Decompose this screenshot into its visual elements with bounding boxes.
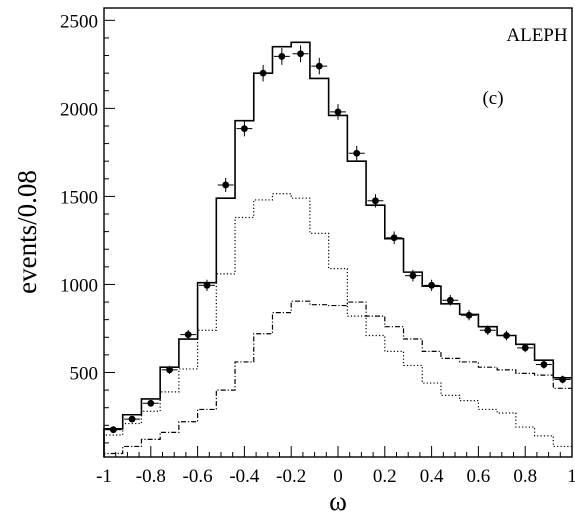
x-tick-label: 0.2 <box>373 466 397 487</box>
data-point-marker <box>484 326 492 334</box>
solid-histogram-line <box>103 41 572 457</box>
data-point-marker <box>428 281 435 289</box>
y-tick-label: 2000 <box>60 99 98 120</box>
x-axis: -1 -0.8 -0.6 -0.4 -0.2 0 0.2 0.4 0.6 0.8 1 <box>96 446 575 487</box>
data-point-marker <box>334 108 342 116</box>
y-axis-title: events/0.08 <box>12 170 42 294</box>
data-point-marker <box>465 311 473 319</box>
plot-frame <box>103 7 573 458</box>
data-point <box>180 329 197 340</box>
x-tick-label: -0.8 <box>136 466 166 487</box>
data-point <box>423 279 440 291</box>
x-tick-label: -0.2 <box>276 466 306 487</box>
data-points-layer <box>105 45 571 434</box>
data-point <box>442 295 459 306</box>
data-point <box>461 310 477 321</box>
data-point-marker <box>315 62 323 70</box>
data-point-marker <box>128 415 136 423</box>
data-point-marker <box>446 296 454 304</box>
data-point <box>386 231 403 245</box>
data-point-marker <box>559 376 567 383</box>
data-point <box>311 57 328 75</box>
x-tick-label: -0.6 <box>183 466 213 487</box>
data-point <box>199 279 215 291</box>
data-point-marker <box>297 50 304 58</box>
data-point-marker <box>409 272 417 280</box>
x-tick-label: 1 <box>567 466 575 487</box>
data-point <box>217 177 234 193</box>
data-point <box>105 426 122 434</box>
data-point <box>236 120 253 137</box>
data-point <box>292 45 309 63</box>
x-axis-title: ω <box>329 486 347 516</box>
data-point <box>404 269 421 282</box>
y-tick-label: 2500 <box>60 11 98 32</box>
data-point <box>124 415 141 423</box>
data-point-marker <box>241 125 248 133</box>
data-point-marker <box>540 361 548 368</box>
data-point-marker <box>147 399 155 407</box>
data-point <box>554 375 571 384</box>
x-tick-label: 0.8 <box>513 466 537 487</box>
data-point <box>330 103 346 120</box>
data-point-marker <box>222 181 230 189</box>
data-point <box>255 64 272 82</box>
data-point-marker <box>278 53 286 60</box>
data-point-marker <box>166 366 173 374</box>
y-tick-label: 1000 <box>60 275 98 296</box>
x-tick-label: -0.4 <box>229 466 260 487</box>
data-point-marker <box>259 69 267 77</box>
data-point-marker <box>372 197 379 205</box>
y-axis: 500 1000 1500 2000 2500 <box>60 11 115 444</box>
data-point <box>367 194 384 208</box>
annotation-experiment: ALEPH <box>506 25 568 46</box>
data-point <box>498 330 515 341</box>
data-point <box>161 365 178 374</box>
dotted-histogram-line <box>103 193 572 457</box>
x-tick-label: 0.4 <box>420 466 444 487</box>
data-point-marker <box>353 149 361 157</box>
x-tick-label: 0 <box>333 466 343 487</box>
data-point <box>273 47 290 65</box>
data-point-marker <box>184 331 192 339</box>
data-point <box>535 360 552 369</box>
x-tick-label: 0.6 <box>467 466 491 487</box>
data-point <box>479 325 496 335</box>
x-tick-label: -1 <box>96 466 112 487</box>
data-point <box>142 399 159 407</box>
dashdot-histogram-line <box>103 300 572 457</box>
data-point <box>517 343 534 353</box>
data-point-marker <box>521 344 529 352</box>
data-point-marker <box>503 332 510 339</box>
annotation-panel-label: (c) <box>482 88 503 109</box>
data-point <box>348 145 365 161</box>
y-tick-label: 1500 <box>60 187 98 208</box>
data-point-marker <box>390 234 398 242</box>
y-tick-label: 500 <box>70 363 99 384</box>
data-point-marker <box>203 281 211 289</box>
series-layer <box>103 41 572 457</box>
data-point-marker <box>109 426 117 434</box>
